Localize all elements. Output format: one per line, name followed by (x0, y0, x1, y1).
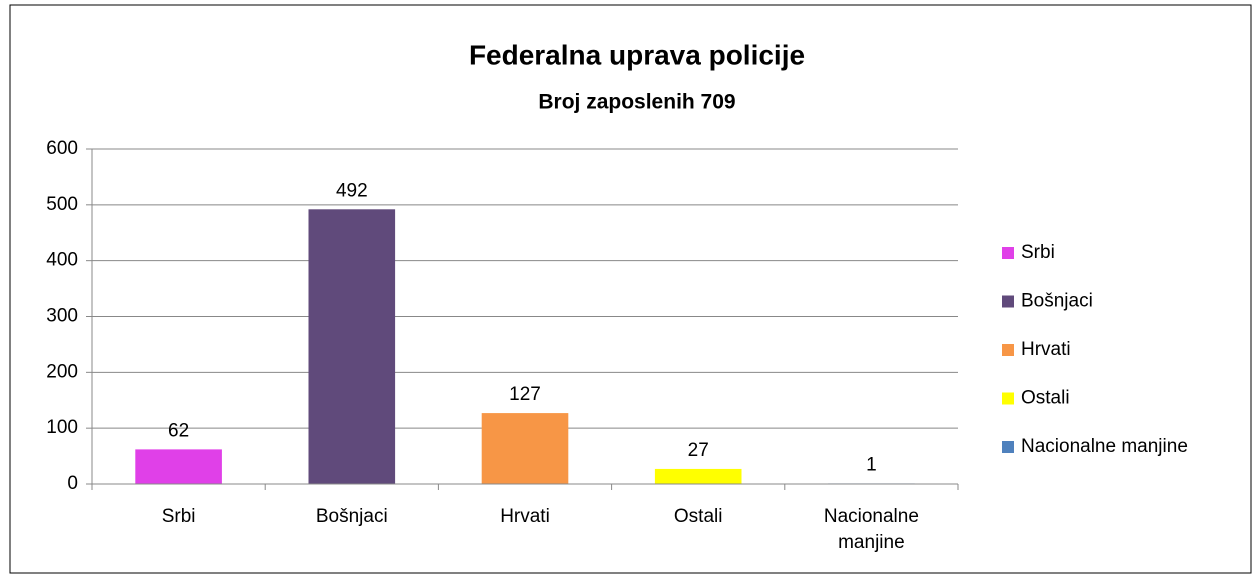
data-label: 492 (336, 180, 368, 201)
data-label: 62 (168, 420, 189, 441)
legend-label: Ostali (1021, 388, 1070, 409)
legend-swatch (1002, 344, 1014, 356)
x-tick-label: Ostali (673, 506, 723, 527)
y-tick-label: 600 (46, 138, 78, 159)
legend-label: Nacionalne manjine (1021, 436, 1188, 457)
legend-swatch (1002, 247, 1014, 259)
bar (308, 209, 396, 485)
x-tick-label: Srbi (161, 506, 196, 527)
bar (481, 413, 569, 484)
bar (654, 468, 742, 484)
legend-label: Srbi (1021, 242, 1055, 263)
y-tick-label: 400 (46, 250, 78, 271)
legend-swatch (1002, 295, 1014, 308)
y-tick-label: 200 (46, 361, 78, 382)
x-tick-label: Hrvati (500, 506, 550, 527)
y-tick-label: 300 (46, 306, 78, 327)
x-tick-label: Nacionalne manjine (823, 506, 919, 553)
legend-swatch (1002, 441, 1014, 453)
legend-swatch (1002, 392, 1014, 405)
chart-subtitle: Broj zaposlenih 709 (538, 91, 735, 114)
data-label: 1 (866, 454, 877, 475)
chart-title: Federalna uprava policije (469, 39, 805, 70)
data-label: 27 (688, 440, 709, 461)
y-tick-label: 500 (46, 194, 78, 215)
x-tick-label: Bošnjaci (315, 506, 388, 527)
data-label: 127 (509, 384, 541, 405)
legend-label: Bošnjaci (1021, 291, 1093, 312)
bar (135, 449, 222, 484)
legend-label: Hrvati (1021, 339, 1071, 360)
y-tick-label: 100 (46, 417, 78, 438)
y-tick-label: 0 (67, 473, 78, 494)
